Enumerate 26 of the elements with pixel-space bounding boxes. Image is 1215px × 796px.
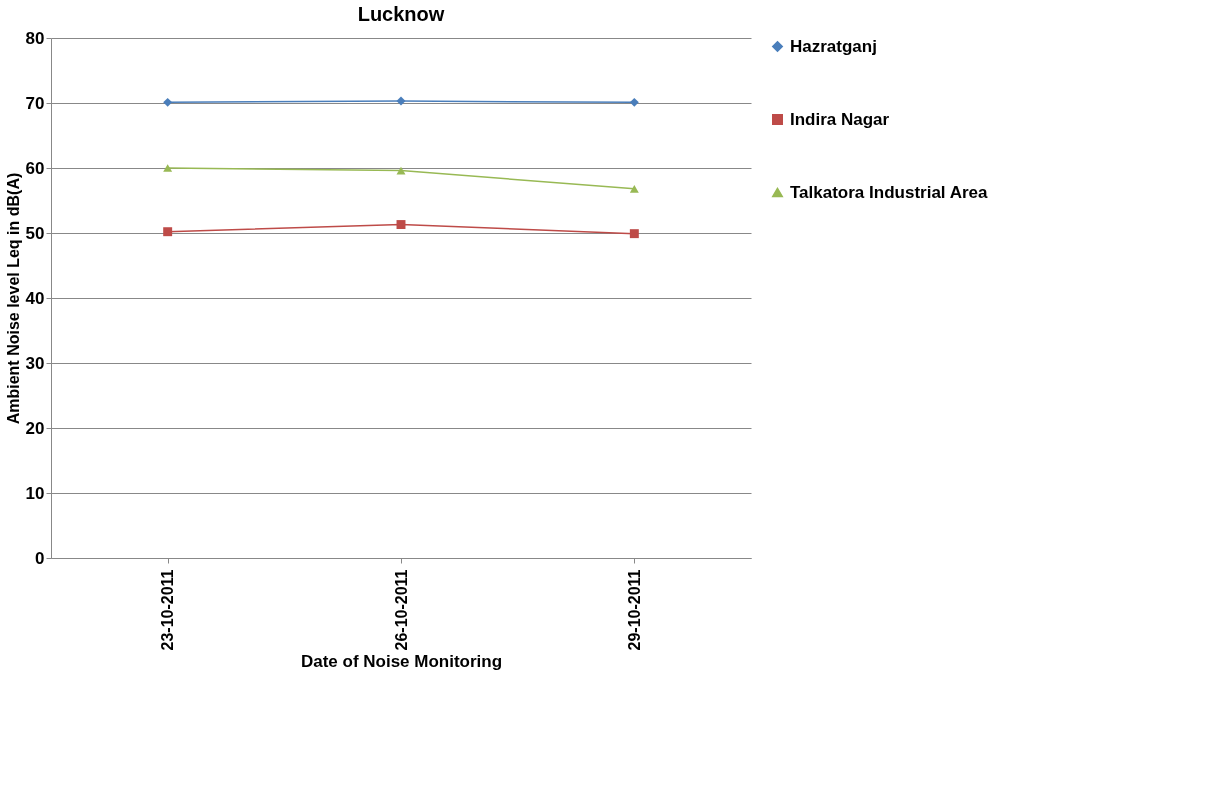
x-tick-label: 29-10-2011 — [625, 569, 643, 651]
point — [396, 220, 406, 230]
x-tick-label: 26-10-2011 — [392, 569, 410, 651]
y-tick-label: 70 — [25, 93, 45, 113]
y-axis-title: Ambient Noise level Leq in dB(A) — [4, 172, 22, 425]
legend-label: Indira Nagar — [790, 109, 890, 129]
point — [396, 96, 406, 106]
y-tick-label: 30 — [25, 353, 45, 373]
legend-label: Hazratganj — [790, 36, 877, 56]
point — [163, 227, 173, 237]
point — [163, 97, 173, 107]
chart-title: Lucknow — [357, 3, 445, 25]
point — [629, 97, 639, 107]
y-tick-label: 0 — [35, 548, 45, 568]
y-tick-label: 10 — [25, 483, 45, 503]
point — [629, 184, 639, 193]
y-tick-label: 20 — [25, 418, 45, 438]
y-tick-label: 40 — [25, 288, 45, 308]
y-tick-label: 80 — [25, 28, 45, 48]
x-tick-label: 23-10-2011 — [159, 569, 177, 651]
point — [629, 229, 639, 239]
point — [163, 164, 173, 172]
y-tick-label: 60 — [25, 158, 45, 178]
y-tick-label: 50 — [25, 223, 45, 243]
legend-label: Talkatora Industrial Area — [790, 182, 988, 202]
x-axis-title: Date of Noise Monitoring — [300, 652, 503, 672]
